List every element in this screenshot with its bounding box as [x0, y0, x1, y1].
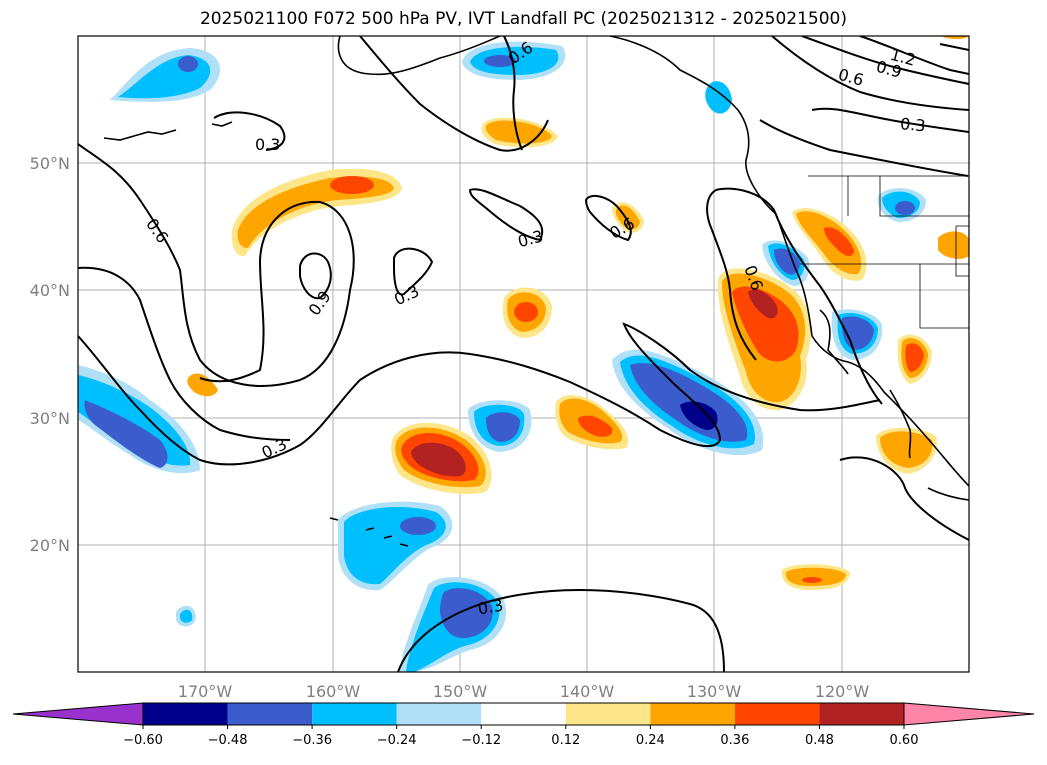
contour-label: 0.3	[255, 135, 280, 154]
colorbar-segment	[227, 703, 313, 725]
pv-contours	[78, 36, 969, 672]
colorbar-tick-label: −0.48	[208, 733, 248, 748]
colorbar-segment	[312, 703, 397, 725]
lon-label-140w: 140°W	[560, 682, 615, 701]
political-borders	[800, 175, 969, 329]
colorbar-segment	[565, 703, 651, 725]
lat-label-50n: 50°N	[30, 154, 70, 173]
lat-label-40n: 40°N	[30, 281, 70, 300]
latitude-labels: 50°N 40°N 30°N 20°N	[30, 154, 70, 555]
colorbar-tick-label: 0.36	[720, 733, 749, 748]
map-frame	[77, 35, 970, 673]
contour-label: 0.3	[899, 114, 926, 135]
colorbar-tick-label: 0.24	[636, 733, 665, 748]
coastlines	[103, 36, 969, 547]
lat-label-20n: 20°N	[30, 536, 70, 555]
lon-label-120w: 120°W	[815, 682, 870, 701]
colorbar-segment	[650, 703, 735, 725]
colorbar-segment	[481, 703, 566, 725]
colorbar-outline	[142, 702, 905, 726]
colorbar: −0.60 −0.48 −0.36 −0.24 −0.12 0.12 0.24 0.36 0.4…	[12, 702, 1035, 748]
negative-anomalies	[78, 41, 926, 672]
colorbar-tick-label: 0.48	[805, 733, 834, 748]
longitude-labels: 170°W 160°W 150°W 140°W 130°W 120°W	[178, 682, 870, 701]
colorbar-tick-label: −0.24	[377, 733, 417, 748]
positive-anomalies	[187, 36, 969, 590]
lon-label-170w: 170°W	[178, 682, 233, 701]
colorbar-extend-max	[903, 702, 1035, 726]
lon-label-150w: 150°W	[433, 682, 488, 701]
colorbar-segment	[396, 703, 482, 725]
page-title: 2025021100 F072 500 hPa PV, IVT Landfall…	[199, 9, 847, 29]
colorbar-extend-min	[12, 702, 144, 726]
colorbar-tick-label: −0.60	[123, 733, 163, 748]
map-panel[interactable]: 0.3 0.6 0.9 0.3 0.3 0.6 0.3 0.3 0.6 0.6 …	[78, 36, 969, 672]
contour-label: 0.3	[476, 595, 504, 618]
lon-label-160w: 160°W	[306, 682, 361, 701]
colorbar-segment	[819, 703, 904, 725]
colorbar-tick-label: 0.60	[890, 733, 919, 748]
colorbar-segment	[143, 703, 228, 725]
lon-label-130w: 130°W	[687, 682, 742, 701]
colorbar-tick-label: −0.36	[292, 733, 332, 748]
pv-anomaly-fills	[78, 36, 969, 672]
colorbar-tick-label: 0.12	[551, 733, 580, 748]
colorbar-tick-label: −0.12	[461, 733, 501, 748]
lat-label-30n: 30°N	[30, 409, 70, 428]
colorbar-segment	[734, 703, 820, 725]
